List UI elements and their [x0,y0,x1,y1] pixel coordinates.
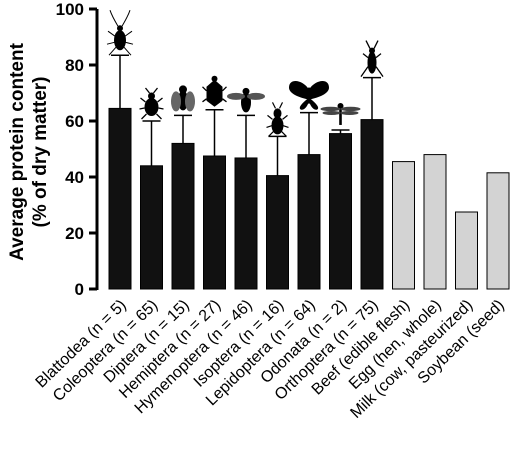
bar [360,119,384,290]
y-tick-label: 0 [75,280,84,299]
insect-icons [106,10,384,137]
y-tick-label: 100 [56,0,84,19]
dragonfly-icon [320,102,361,125]
bar [266,175,289,290]
bug-icon [202,75,227,107]
cricket-icon [360,40,384,77]
beetle-icon [139,87,164,120]
termite-icon [266,102,289,137]
fly-icon [171,85,195,112]
y-tick-label: 60 [65,112,84,131]
y-axis-title-line1: Average protein content [7,42,28,261]
bar [423,154,447,290]
y-tick-label: 40 [65,168,84,187]
bar [329,133,352,290]
y-axis-title-line2: (% of dry matter) [30,77,51,228]
category-labels: Blattodea (n = 5)Coleoptera (n = 65)Dipt… [33,297,508,422]
bar [108,107,132,290]
y-axis: 0 20 40 60 80 100 [56,0,99,299]
bee-icon [227,87,265,113]
bar [234,157,258,290]
butterfly-icon [289,81,329,110]
bar [140,165,163,290]
bar [297,154,321,290]
bar [455,211,478,290]
error-bars [111,54,381,176]
bar [203,155,226,290]
y-tick-label: 80 [65,56,84,75]
bar [486,172,510,290]
y-tick-label: 20 [65,224,84,243]
bars [108,107,510,290]
y-axis-title: Average protein content (% of dry matter… [7,42,51,261]
bar [171,142,195,290]
bar [392,161,415,290]
cockroach-icon [106,10,134,56]
